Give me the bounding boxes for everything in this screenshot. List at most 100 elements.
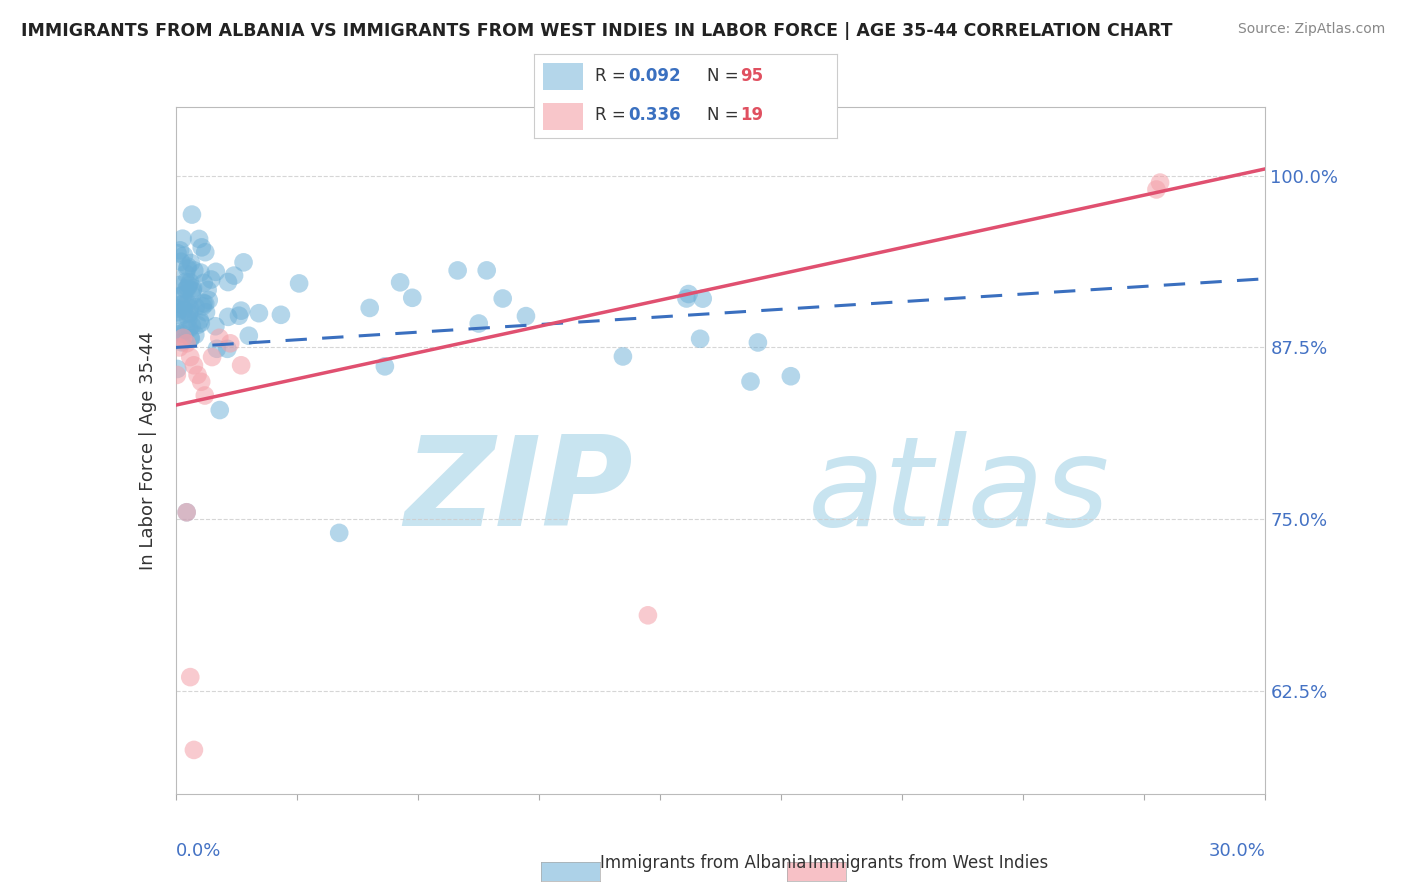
FancyBboxPatch shape <box>543 62 582 90</box>
Point <box>328 525 350 540</box>
Point <box>222 268 245 283</box>
Point <box>174 295 197 310</box>
Point <box>181 208 204 222</box>
Point <box>170 297 193 311</box>
Point <box>166 301 188 316</box>
Point <box>446 263 468 277</box>
Point <box>177 260 200 274</box>
Point <box>208 331 231 345</box>
Point <box>1146 182 1168 196</box>
Point <box>374 359 396 374</box>
Point <box>190 375 212 389</box>
Point <box>179 350 201 364</box>
Point <box>1149 176 1171 190</box>
Point <box>183 743 205 757</box>
Point <box>172 287 194 301</box>
Point <box>675 292 697 306</box>
Point <box>637 608 659 623</box>
Point <box>229 303 252 318</box>
Point <box>193 296 215 310</box>
Point <box>475 263 498 277</box>
Point <box>193 276 215 290</box>
Point <box>205 342 228 356</box>
Point <box>194 245 217 260</box>
Text: Source: ZipAtlas.com: Source: ZipAtlas.com <box>1237 22 1385 37</box>
Point <box>492 292 515 306</box>
Text: 0.092: 0.092 <box>628 68 681 86</box>
Point <box>172 232 194 246</box>
Text: N =: N = <box>707 105 744 123</box>
Point <box>187 318 209 332</box>
Point <box>247 306 270 320</box>
FancyBboxPatch shape <box>543 103 582 130</box>
Point <box>191 299 214 313</box>
Text: N =: N = <box>707 68 744 86</box>
Point <box>612 350 634 364</box>
Point <box>205 265 228 279</box>
Point <box>180 256 202 270</box>
Point <box>228 309 250 323</box>
Point <box>401 291 423 305</box>
Point <box>197 283 219 297</box>
Text: 19: 19 <box>740 105 763 123</box>
Text: ZIP: ZIP <box>405 431 633 552</box>
Point <box>194 296 217 310</box>
Text: R =: R = <box>595 105 631 123</box>
Point <box>238 328 260 343</box>
Point <box>170 335 193 350</box>
Text: R =: R = <box>595 68 631 86</box>
Point <box>204 319 226 334</box>
Point <box>181 284 204 298</box>
Point <box>219 336 242 351</box>
Point <box>747 335 769 350</box>
Point <box>181 281 204 295</box>
Point <box>166 305 188 319</box>
Point <box>167 327 190 342</box>
Point <box>166 368 188 382</box>
Point <box>232 255 254 269</box>
Text: atlas: atlas <box>807 431 1109 552</box>
Point <box>200 272 222 286</box>
Point <box>174 323 197 337</box>
Point <box>177 280 200 294</box>
Point <box>179 331 201 345</box>
Point <box>692 292 714 306</box>
Point <box>174 267 197 281</box>
Point <box>190 316 212 330</box>
Point <box>468 317 491 331</box>
Point <box>217 342 239 356</box>
Point <box>186 368 209 382</box>
Point <box>170 326 193 341</box>
Point <box>188 313 211 327</box>
Point <box>231 359 253 373</box>
Point <box>183 359 205 373</box>
Point <box>177 278 200 293</box>
Point <box>184 327 207 342</box>
Point <box>167 289 190 303</box>
Point <box>288 277 311 291</box>
Point <box>180 332 202 346</box>
Point <box>176 336 198 351</box>
Point <box>201 350 224 364</box>
Point <box>172 308 194 322</box>
Text: 0.336: 0.336 <box>628 105 681 123</box>
Point <box>190 240 212 254</box>
Point <box>166 246 188 260</box>
Point <box>179 670 201 684</box>
Point <box>169 244 191 258</box>
Text: IMMIGRANTS FROM ALBANIA VS IMMIGRANTS FROM WEST INDIES IN LABOR FORCE | AGE 35-4: IMMIGRANTS FROM ALBANIA VS IMMIGRANTS FR… <box>21 22 1173 40</box>
Point <box>176 295 198 310</box>
Point <box>208 403 231 417</box>
Point <box>188 232 211 246</box>
Point <box>166 308 188 322</box>
Point <box>180 318 202 333</box>
Point <box>167 278 190 293</box>
Point <box>177 307 200 321</box>
Point <box>194 388 217 402</box>
Point <box>173 302 195 317</box>
Text: 0.0%: 0.0% <box>176 842 221 860</box>
Y-axis label: In Labor Force | Age 35-44: In Labor Force | Age 35-44 <box>139 331 157 570</box>
Point <box>217 275 239 289</box>
Point <box>515 309 537 323</box>
Point <box>389 275 412 289</box>
